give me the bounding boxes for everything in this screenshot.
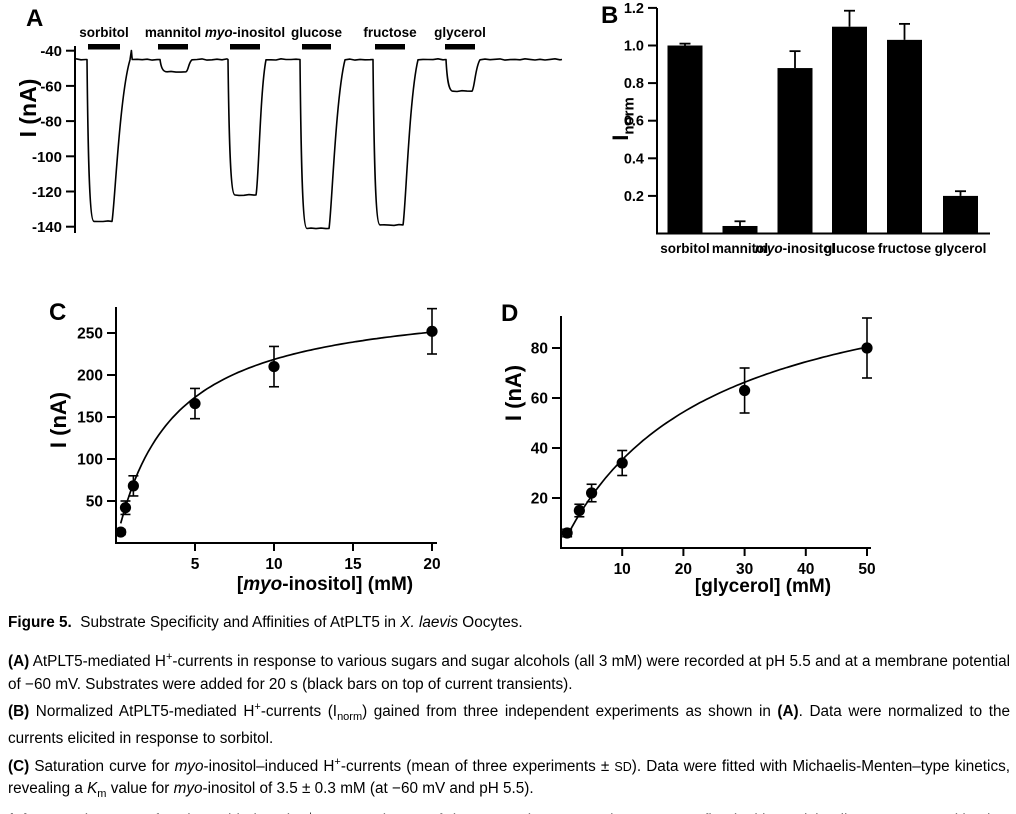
panel-c-saturation-curve: 5 10 15 20 50 100 150 200 250	[77, 307, 441, 573]
y-tick-label: -40	[40, 43, 62, 60]
data-point	[127, 480, 139, 492]
y-tick-label: 0.2	[624, 189, 644, 205]
caption-title: Figure 5. Substrate Specificity and Affi…	[8, 614, 523, 631]
fit-curve	[119, 331, 433, 524]
y-tick-label: 1.2	[624, 1, 644, 17]
substrate-label: sorbitol	[79, 25, 129, 40]
bar	[887, 39, 922, 234]
y-tick-label: 100	[77, 452, 103, 469]
panel-d-saturation-curve: 10 20 30 40 50 20 40 60 80	[531, 316, 876, 578]
axes	[560, 316, 871, 549]
caption-paragraph-a: (A) AtPLT5-mediated H+-currents in respo…	[8, 651, 1010, 693]
y-tick-label: 150	[77, 410, 103, 427]
figure-caption: Figure 5. Substrate Specificity and Affi…	[8, 612, 1010, 814]
category-label: glycerol	[935, 241, 987, 256]
x-tick-label: 10	[265, 556, 282, 573]
panel-a-letter: A	[26, 5, 44, 32]
x-tick-label: 10	[614, 561, 631, 578]
substrate-label: glycerol	[434, 25, 486, 40]
y-tick-label: 0.6	[624, 114, 644, 130]
substrate-application-bar	[445, 44, 475, 50]
data-point	[268, 361, 280, 373]
caption-paragraph-c: (C) Saturation curve for myo-inositol–in…	[8, 755, 1010, 801]
substrate-label: mannitol	[145, 25, 201, 40]
axes	[115, 307, 437, 544]
bar	[667, 45, 703, 234]
panel-a-current-trace-plot: -40 -60 -80 -100 -120 -140 sorbitol mannitol myo…	[32, 25, 563, 236]
panel-d-letter: D	[501, 300, 519, 327]
bar	[943, 195, 978, 234]
data-point	[115, 526, 127, 538]
panel-d-x-axis-title: [glycerol] (mM)	[694, 576, 832, 597]
panel-b-axes	[656, 8, 990, 235]
category-label: glucose	[824, 241, 876, 256]
data-point	[426, 325, 438, 337]
substrate-label: myo-inositol	[205, 25, 285, 40]
y-tick-label: -80	[40, 114, 62, 131]
x-tick-label: 20	[675, 561, 692, 578]
panel-b-bar-chart: 0.2 0.4 0.6 0.8 1.0 1.2 sorbitol mannitolmyo-in…	[624, 1, 990, 256]
data-point	[189, 397, 201, 410]
substrate-application-bar	[375, 44, 405, 50]
y-tick-label: -60	[40, 78, 62, 95]
substrate-label: glucose	[291, 25, 343, 40]
data-point	[573, 504, 585, 517]
substrate-label: fructose	[363, 25, 417, 40]
data-point	[739, 384, 751, 397]
data-point	[561, 527, 573, 539]
caption-paragraph-b: (B) Normalized AtPLT5-mediated H+-curren…	[8, 700, 1010, 748]
substrate-application-bar	[88, 44, 120, 50]
x-tick-label: 15	[344, 556, 362, 573]
y-tick-label: 200	[77, 368, 103, 385]
y-tick-label: 20	[531, 491, 548, 508]
bar	[832, 26, 867, 234]
data-point	[119, 502, 132, 514]
panel-c-x-axis-title: [myo-inositol] (mM)	[236, 574, 414, 595]
y-tick-label: 60	[531, 391, 548, 408]
data-point	[586, 487, 598, 499]
category-label: sorbitol	[660, 241, 710, 256]
category-label: mannitol	[712, 241, 768, 256]
x-tick-label: 50	[858, 561, 875, 578]
y-tick-label: 0.8	[624, 76, 644, 92]
panel-b-letter: B	[601, 2, 619, 29]
category-label: myo-inositol	[755, 241, 835, 256]
y-tick-label: 80	[531, 341, 548, 358]
fit-curve	[565, 346, 868, 539]
y-tick-label: 50	[86, 494, 103, 511]
category-label: fructose	[878, 241, 932, 256]
data-point	[616, 457, 628, 469]
x-tick-label: 40	[797, 561, 814, 578]
substrate-application-bar	[158, 44, 188, 50]
y-tick-label: 0.4	[624, 151, 644, 167]
panel-c-letter: C	[49, 299, 67, 326]
data-point	[861, 342, 873, 354]
y-tick-label: -120	[32, 184, 62, 201]
substrate-application-bar	[230, 44, 260, 50]
x-tick-label: 20	[423, 556, 440, 573]
substrate-application-bar	[302, 44, 331, 50]
y-tick-label: 250	[77, 326, 103, 343]
y-tick-label: 1.0	[624, 39, 644, 55]
x-tick-label: 30	[736, 561, 753, 578]
bar	[722, 225, 758, 234]
y-tick-label: -140	[32, 219, 62, 236]
current-trace	[75, 49, 563, 230]
y-tick-label: -100	[32, 149, 62, 166]
caption-paragraph-d: (D) Saturation curve for glycerol-induce…	[8, 805, 1010, 814]
bar	[777, 68, 813, 234]
x-tick-label: 5	[191, 556, 200, 573]
y-tick-label: 40	[531, 441, 548, 458]
